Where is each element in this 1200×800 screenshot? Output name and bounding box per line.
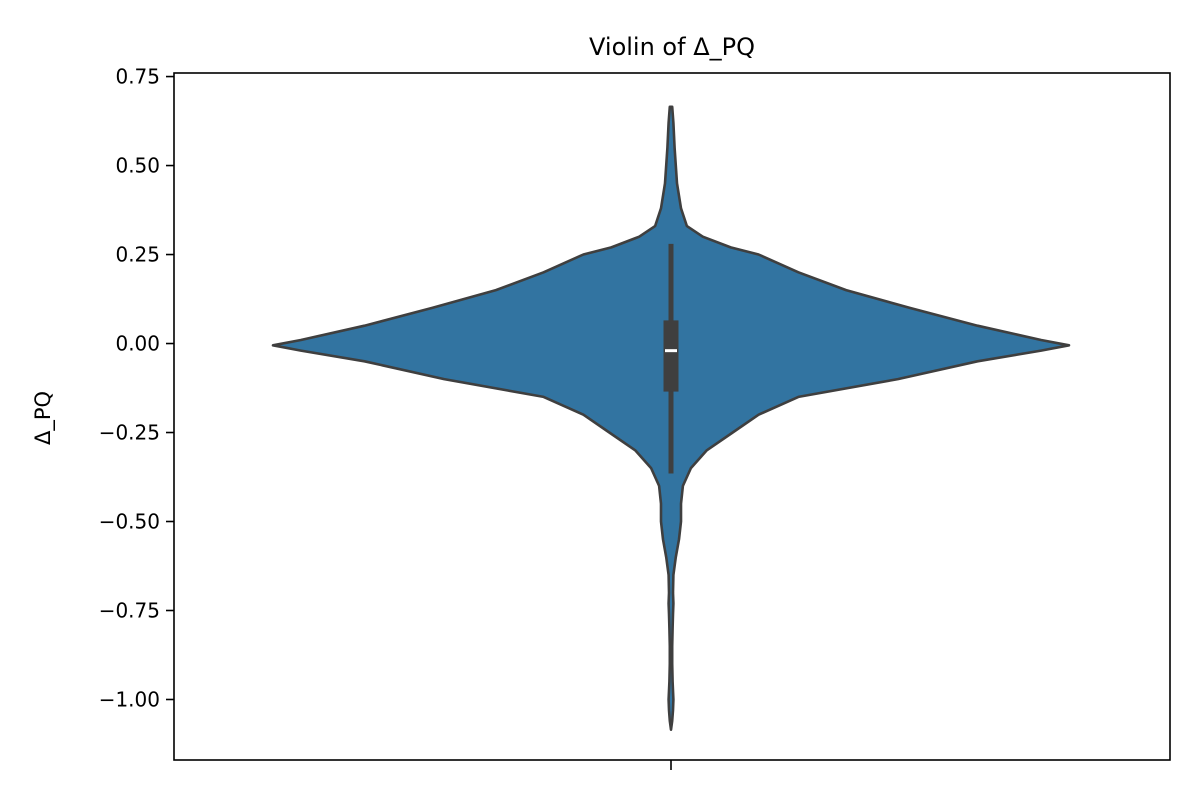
iqr-box — [663, 320, 679, 392]
y-tick-label: 0.00 — [115, 332, 160, 356]
y-tick-label: −0.25 — [99, 421, 160, 445]
y-tick-label: −0.75 — [99, 598, 160, 622]
y-tick-label: 0.75 — [115, 65, 160, 89]
y-tick-label: 0.25 — [115, 243, 160, 267]
y-tick-label: −0.50 — [99, 510, 160, 534]
chart-title: Violin of Δ_PQ — [589, 33, 755, 61]
y-tick-label: 0.50 — [115, 154, 160, 178]
y-axis-label: Δ_PQ — [31, 391, 56, 445]
plot-area — [271, 105, 1071, 731]
axes-frame — [173, 72, 1171, 761]
y-axis: 0.75 0.50 0.25 0.00 −0.25 −0.50 −0.75 −1.00 — [99, 65, 174, 711]
y-tick-label: −1.00 — [99, 687, 160, 711]
